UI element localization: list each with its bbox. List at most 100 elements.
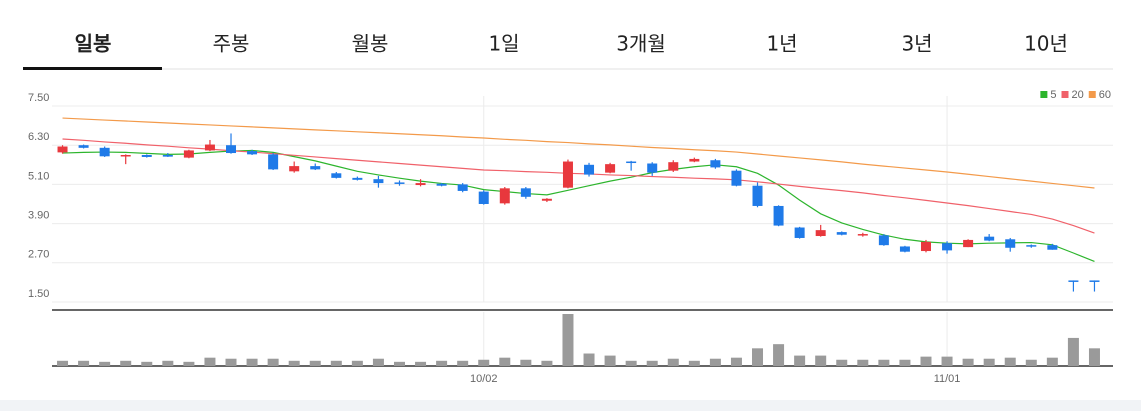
legend-label: 60: [1099, 89, 1111, 101]
tab[interactable]: 3년: [901, 32, 932, 56]
volume-bar: [730, 357, 742, 366]
candle-body: [162, 155, 173, 157]
volume-bar: [878, 359, 890, 366]
volume-bar: [1025, 359, 1037, 366]
volume-bar: [983, 358, 995, 366]
volume-bar: [520, 359, 532, 366]
y-tick-label: 6.30: [28, 131, 49, 143]
candle-body: [794, 227, 805, 238]
volume-bar: [709, 358, 721, 366]
candle-body: [1047, 245, 1058, 250]
candle-body: [984, 236, 995, 241]
tab[interactable]: 일봉: [75, 32, 112, 56]
x-tick-label: 11/01: [934, 373, 961, 385]
volume-bar: [1046, 357, 1058, 366]
volume-bar: [1067, 337, 1079, 366]
volume-bar: [372, 358, 384, 366]
volume-bar: [562, 314, 574, 366]
candle-body: [415, 183, 426, 186]
candle-body: [78, 145, 89, 148]
candle-body: [647, 163, 658, 173]
volume-bar: [141, 361, 153, 366]
candle-body: [773, 205, 784, 226]
volume-bar: [330, 360, 342, 366]
candle-body: [289, 166, 300, 172]
y-tick-label: 3.90: [28, 210, 49, 222]
moving-average-line: [62, 138, 1095, 234]
volume-bar: [415, 361, 427, 366]
volume-bar: [920, 356, 932, 366]
volume-bar: [941, 356, 953, 366]
volume-bar: [478, 359, 490, 366]
volume-bar: [541, 360, 553, 366]
volume-bar: [667, 358, 679, 366]
volume-bar: [499, 357, 511, 366]
volume-bar: [57, 360, 69, 366]
y-tick-label: 2.70: [28, 249, 49, 261]
volume-bar: [836, 359, 848, 366]
volume-bar: [351, 360, 363, 366]
candle-body: [1089, 280, 1100, 282]
volume-bar: [457, 360, 469, 366]
volume-bar: [752, 348, 764, 366]
tab[interactable]: 1일: [488, 32, 519, 56]
volume-bar: [99, 361, 111, 366]
tab[interactable]: 주봉: [213, 32, 250, 56]
candle-body: [226, 145, 237, 154]
candle-body: [183, 150, 194, 158]
candle-body: [836, 232, 847, 235]
volume-bar: [246, 358, 258, 366]
volume-bar: [309, 360, 321, 366]
candle-body: [605, 164, 616, 173]
candle-body: [478, 191, 489, 204]
candle-body: [1005, 239, 1016, 248]
x-tick-label: 10/02: [470, 373, 498, 385]
volume-bar: [204, 357, 216, 366]
candle-body: [689, 158, 700, 162]
candle-body: [584, 164, 595, 175]
volume-bar: [815, 355, 827, 366]
volume-bar: [625, 360, 637, 366]
y-tick-label: 7.50: [28, 92, 49, 104]
legend-swatch: [1061, 91, 1069, 98]
candle-body: [541, 198, 552, 201]
active-tab-underline: [23, 67, 162, 70]
volume-bar: [857, 359, 869, 366]
candle-body: [942, 243, 953, 251]
candle-body: [963, 239, 974, 248]
y-tick-label: 5.10: [28, 170, 49, 182]
candle-body: [878, 235, 889, 246]
candle-body: [626, 161, 637, 164]
volume-bar: [604, 355, 616, 366]
candle-body: [352, 177, 363, 180]
volume-bar: [1004, 357, 1016, 366]
candle-body: [710, 160, 721, 168]
volume-bar: [583, 353, 595, 366]
candle-body: [857, 234, 868, 236]
volume-bar: [436, 360, 448, 366]
tab[interactable]: 월봉: [352, 32, 389, 56]
candle-body: [99, 147, 110, 157]
tab[interactable]: 3개월: [616, 32, 666, 56]
tab[interactable]: 10년: [1024, 32, 1068, 56]
tab[interactable]: 1년: [766, 32, 797, 56]
volume-bar: [288, 360, 300, 366]
candle-body: [457, 184, 468, 191]
volume-bar: [267, 358, 279, 366]
volume-bar: [688, 360, 700, 366]
candle-body: [1068, 280, 1079, 282]
candle-body: [562, 161, 573, 188]
candle-body: [668, 162, 679, 171]
moving-average-line: [62, 149, 1095, 263]
candle-body: [899, 246, 910, 252]
volume-bar: [120, 360, 132, 366]
volume-bar: [794, 355, 806, 366]
candle-body: [731, 170, 742, 186]
candle-body: [268, 154, 279, 170]
candle-body: [141, 155, 152, 157]
volume-bar: [78, 360, 90, 366]
candle-body: [1026, 245, 1037, 247]
candle-body: [57, 146, 68, 153]
